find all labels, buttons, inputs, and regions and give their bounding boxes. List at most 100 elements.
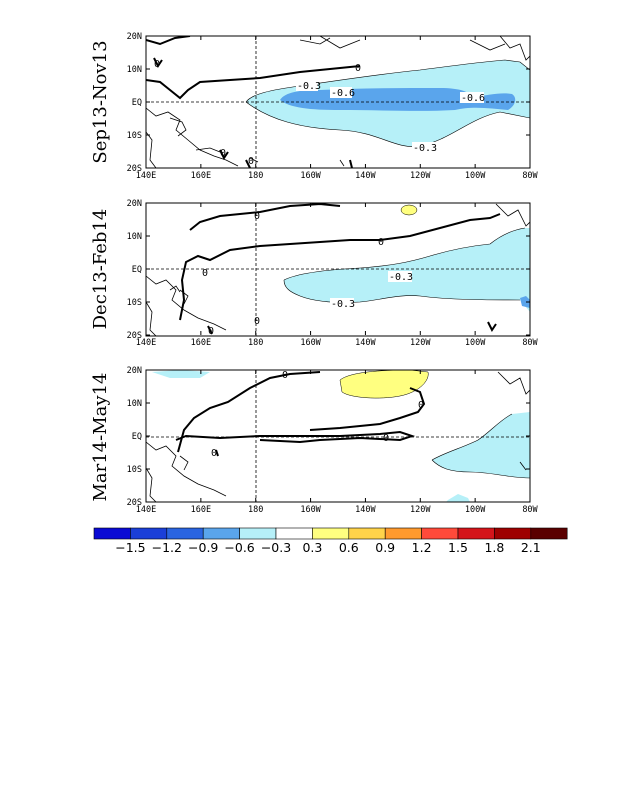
- lon-tick-label: 140E: [136, 505, 156, 515]
- lat-tick-label: 10N: [127, 399, 142, 409]
- colorbar-swatch: [421, 527, 459, 540]
- colorbar-swatch: [494, 527, 532, 540]
- lat-tick-label: 20N: [127, 366, 142, 376]
- zero-contour: [179, 203, 501, 321]
- colorbar-swatch: [239, 527, 277, 540]
- contour-label: 0: [202, 268, 208, 279]
- colorbar-label: 1.8: [484, 540, 504, 555]
- lat-tick-label: EQ: [132, 265, 142, 275]
- colorbar-swatch: [312, 527, 350, 540]
- lon-tick-label: 80W: [522, 338, 538, 348]
- panel-2-title: Dec13-Feb14: [90, 209, 111, 330]
- panel-1-contour-labels: -0.3 -0.6 -0.6 -0.3 0 0 0 0: [154, 59, 485, 167]
- contour-label: -0.3: [297, 81, 321, 92]
- negative-anomaly-region: [152, 370, 210, 378]
- negative-anomaly-region: [446, 494, 470, 502]
- colorbar: −1.5 −1.2 −0.9 −0.6 −0.3 0.3 0.6 0.9 1.2 1.5 1.8 2.…: [93, 527, 568, 555]
- lon-tick-label: 180: [248, 505, 263, 515]
- panel-1-title: Sep13-Nov13: [90, 40, 111, 163]
- panel-2: -0.3 -0.3 0 0 0 0 0 Dec13-Feb14: [90, 202, 531, 337]
- zero-contour: [175, 371, 416, 453]
- lat-tick-label: 20N: [127, 32, 142, 42]
- lat-tick-label: 20S: [127, 498, 142, 508]
- lon-tick-label: 160W: [300, 171, 321, 181]
- contour-label: -0.6: [331, 88, 355, 99]
- colorbar-swatch: [384, 527, 422, 540]
- colorbar-swatch: [457, 527, 495, 540]
- lat-tick-label: EQ: [132, 98, 142, 108]
- lon-tick-label: 180: [248, 171, 263, 181]
- panel-2-contour-labels: -0.3 -0.3 0 0 0 0 0: [202, 211, 413, 337]
- colorbar-label: 0.3: [302, 540, 322, 555]
- positive-anomaly-region: [339, 370, 429, 399]
- colorbar-label: −0.9: [188, 540, 218, 555]
- colorbar-swatch: [530, 527, 568, 540]
- colorbar-label: 0.9: [375, 540, 395, 555]
- colorbar-label: 1.5: [448, 540, 468, 555]
- contour-label: -0.6: [461, 93, 485, 104]
- lon-tick-label: 80W: [522, 505, 538, 515]
- contour-label: -0.3: [331, 299, 355, 310]
- contour-label: 0: [220, 148, 226, 159]
- lat-tick-label: 20N: [127, 199, 142, 209]
- colorbar-swatch: [275, 527, 313, 540]
- lon-tick-label: 160E: [191, 171, 211, 181]
- lon-tick-label: 160W: [300, 338, 321, 348]
- colorbar-label: −0.3: [261, 540, 291, 555]
- lon-tick-label: 140E: [136, 171, 156, 181]
- zero-contour: [146, 36, 361, 100]
- panel-3: 0 0 0 0 Mar14-May14: [90, 369, 531, 503]
- strong-negative-anomaly-region: [520, 296, 530, 308]
- lon-tick-label: 160E: [191, 505, 211, 515]
- coastline: [146, 203, 530, 336]
- lat-tick-label: 10N: [127, 232, 142, 242]
- panel-3-title: Mar14-May14: [90, 373, 111, 502]
- colorbar-swatch: [166, 527, 204, 540]
- colorbar-label: −1.2: [152, 540, 182, 555]
- contour-label: 0: [248, 156, 254, 167]
- contour-label: 0: [208, 326, 214, 337]
- colorbar-swatch: [348, 527, 386, 540]
- contour-label: -0.3: [389, 272, 413, 283]
- axes: 140E 160E 180 160W 140W 120W 100W 80W 20N 10N EQ 10…: [127, 32, 539, 515]
- lon-tick-label: 140E: [136, 338, 156, 348]
- contour-label: 0: [383, 433, 389, 444]
- contour-label: 0: [211, 448, 217, 459]
- lon-tick-label: 120W: [410, 171, 431, 181]
- negative-anomaly-region: [284, 228, 530, 312]
- contour-label: 0: [355, 63, 361, 74]
- coastline: [146, 36, 530, 168]
- lon-tick-label: 160W: [300, 505, 321, 515]
- lat-tick-label: 10S: [127, 131, 142, 141]
- contour-label: 0: [378, 237, 384, 248]
- lon-tick-label: 100W: [465, 338, 486, 348]
- colorbar-swatch: [130, 527, 168, 540]
- lon-tick-label: 100W: [465, 171, 486, 181]
- lon-tick-label: 140W: [355, 338, 376, 348]
- lon-tick-label: 160E: [191, 338, 211, 348]
- lat-tick-label: 10S: [127, 465, 142, 475]
- lat-tick-label: 20S: [127, 164, 142, 174]
- colorbar-label: 1.2: [412, 540, 432, 555]
- lat-tick-label: 10N: [127, 65, 142, 75]
- contour-label: 0: [254, 316, 260, 327]
- negative-anomaly-region: [432, 412, 530, 478]
- colorbar-label: −1.5: [115, 540, 145, 555]
- colorbar-swatch: [93, 527, 131, 540]
- colorbar-label: −0.6: [224, 540, 254, 555]
- colorbar-swatch: [202, 527, 240, 540]
- colorbar-label: 0.6: [339, 540, 359, 555]
- lon-tick-label: 80W: [522, 171, 538, 181]
- positive-anomaly-region: [400, 204, 418, 216]
- lat-tick-label: 10S: [127, 298, 142, 308]
- lon-tick-label: 140W: [355, 505, 376, 515]
- lon-tick-label: 120W: [410, 505, 431, 515]
- coastline: [146, 371, 530, 502]
- contour-label: 0: [418, 400, 424, 411]
- panel-3-contour-labels: 0 0 0 0: [211, 370, 424, 459]
- lon-tick-label: 140W: [355, 171, 376, 181]
- lat-tick-label: 20S: [127, 331, 142, 341]
- panel-1: -0.3 -0.6 -0.6 -0.3 0 0 0 0 Sep13-Nov13: [90, 35, 531, 169]
- contour-label: 0: [282, 370, 288, 381]
